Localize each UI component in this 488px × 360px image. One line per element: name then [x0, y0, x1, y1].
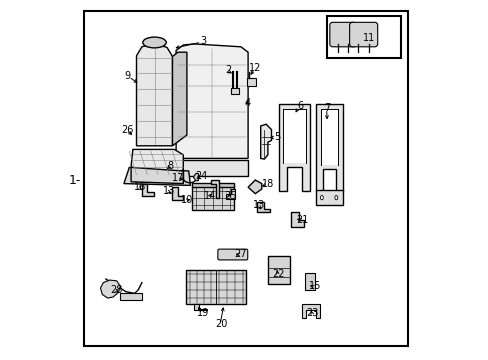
Polygon shape	[260, 124, 271, 159]
FancyBboxPatch shape	[218, 249, 247, 260]
Polygon shape	[131, 167, 183, 184]
Bar	[186, 270, 245, 304]
Polygon shape	[142, 184, 153, 196]
Text: 27: 27	[234, 249, 246, 259]
Text: 11: 11	[362, 33, 374, 43]
Polygon shape	[171, 187, 183, 200]
Bar	[231, 88, 239, 94]
Text: 10: 10	[181, 195, 193, 205]
FancyBboxPatch shape	[349, 22, 377, 47]
Text: 9: 9	[124, 71, 130, 81]
Text: 15: 15	[308, 281, 320, 291]
Bar	[192, 183, 233, 187]
Text: 5: 5	[273, 132, 280, 142]
Text: 28: 28	[110, 285, 122, 295]
Polygon shape	[179, 160, 247, 176]
Polygon shape	[101, 280, 120, 298]
Text: 3: 3	[200, 36, 206, 46]
Text: 13: 13	[252, 200, 264, 210]
Text: 22: 22	[272, 269, 285, 279]
Text: 18: 18	[261, 179, 273, 189]
Text: 24: 24	[195, 171, 207, 181]
Polygon shape	[123, 167, 190, 185]
Polygon shape	[283, 109, 305, 163]
Text: 12: 12	[248, 63, 261, 73]
Polygon shape	[131, 149, 183, 176]
Text: 2: 2	[224, 65, 231, 75]
Bar	[247, 78, 256, 86]
Polygon shape	[226, 189, 235, 199]
Polygon shape	[211, 180, 219, 198]
Bar	[326, 16, 400, 58]
Text: 26: 26	[121, 125, 133, 135]
Text: 8: 8	[167, 161, 173, 171]
Text: 19: 19	[197, 308, 209, 318]
Text: 13: 13	[163, 186, 175, 196]
Polygon shape	[120, 293, 142, 300]
Ellipse shape	[320, 195, 323, 200]
Bar	[305, 273, 314, 290]
Polygon shape	[278, 104, 310, 191]
Polygon shape	[302, 304, 320, 318]
Text: 17: 17	[171, 173, 183, 183]
Text: 6: 6	[297, 101, 303, 111]
Text: 1-: 1-	[68, 174, 81, 186]
Text: 4: 4	[244, 98, 251, 108]
Polygon shape	[194, 304, 206, 310]
Polygon shape	[320, 109, 338, 165]
Text: 20: 20	[214, 319, 227, 329]
FancyBboxPatch shape	[329, 22, 356, 47]
Polygon shape	[176, 44, 247, 158]
Polygon shape	[136, 43, 172, 146]
Polygon shape	[291, 212, 303, 227]
Bar	[316, 190, 342, 205]
Text: 7: 7	[324, 103, 330, 113]
Polygon shape	[257, 202, 269, 212]
Polygon shape	[247, 180, 261, 194]
Text: 14: 14	[204, 191, 216, 201]
Polygon shape	[193, 174, 198, 181]
Ellipse shape	[142, 37, 166, 48]
Polygon shape	[172, 52, 186, 146]
Text: 25: 25	[224, 191, 236, 201]
Text: 16: 16	[134, 182, 146, 192]
Bar	[267, 256, 289, 284]
Text: 23: 23	[306, 308, 319, 318]
Bar	[192, 186, 233, 210]
Text: 21: 21	[295, 215, 307, 225]
Ellipse shape	[334, 195, 337, 200]
Polygon shape	[316, 104, 342, 191]
